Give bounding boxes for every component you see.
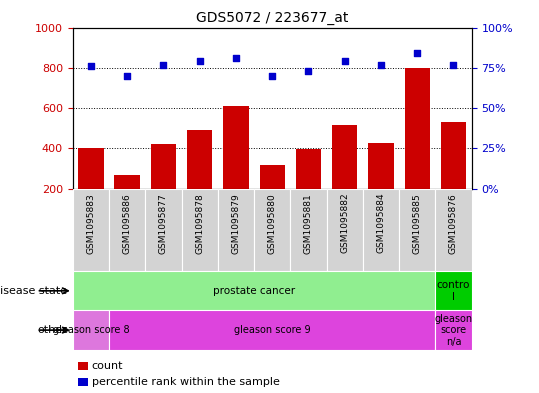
Point (159, 61, 168, 68)
Text: GSM1095884: GSM1095884 (376, 193, 385, 253)
Bar (436, 189, 472, 271)
Bar (436, 271, 472, 310)
Text: count: count (92, 361, 123, 371)
Bar (146, 189, 182, 271)
Bar (436, 310, 472, 350)
Bar (114, 174, 140, 189)
Text: GSM1095878: GSM1095878 (195, 193, 204, 253)
Text: gleason
score
n/a: gleason score n/a (434, 314, 473, 347)
Text: contro
l: contro l (437, 280, 470, 301)
Bar (405, 68, 430, 189)
Point (232, 55, 240, 61)
Bar (182, 189, 218, 271)
Text: gleason score 9: gleason score 9 (234, 325, 310, 335)
Bar (78, 148, 103, 189)
Text: GSM1095882: GSM1095882 (340, 193, 349, 253)
Point (449, 61, 458, 68)
Text: GSM1095883: GSM1095883 (86, 193, 95, 253)
Text: disease state: disease state (0, 286, 67, 296)
Point (377, 61, 385, 68)
Point (268, 73, 277, 79)
Text: GSM1095880: GSM1095880 (268, 193, 277, 253)
Text: GSM1095886: GSM1095886 (123, 193, 132, 253)
Text: GSM1095876: GSM1095876 (449, 193, 458, 253)
Text: GSM1095885: GSM1095885 (413, 193, 421, 253)
Point (123, 73, 132, 79)
Bar (441, 122, 466, 189)
Bar (363, 189, 399, 271)
Text: GSM1095877: GSM1095877 (159, 193, 168, 253)
Bar (73, 310, 109, 350)
Text: percentile rank within the sample: percentile rank within the sample (92, 377, 280, 387)
Bar (254, 189, 291, 271)
Text: GSM1095879: GSM1095879 (231, 193, 240, 253)
Bar (223, 106, 248, 189)
Bar (332, 125, 357, 189)
Bar (151, 144, 176, 189)
Title: GDS5072 / 223677_at: GDS5072 / 223677_at (196, 11, 348, 25)
Bar (296, 149, 321, 189)
Bar (218, 189, 254, 271)
Bar (368, 143, 393, 189)
Point (341, 58, 349, 64)
Bar (259, 165, 285, 189)
Bar (109, 310, 436, 350)
Bar (399, 189, 436, 271)
Bar (187, 130, 212, 189)
Point (195, 58, 204, 64)
Text: gleason score 8: gleason score 8 (53, 325, 129, 335)
Bar (73, 189, 109, 271)
Bar (327, 189, 363, 271)
Bar (109, 189, 146, 271)
Point (304, 68, 313, 74)
Text: other: other (38, 325, 67, 335)
Bar (291, 189, 327, 271)
Point (413, 50, 421, 57)
Text: prostate cancer: prostate cancer (213, 286, 295, 296)
Point (87, 63, 95, 69)
Text: GSM1095881: GSM1095881 (304, 193, 313, 253)
